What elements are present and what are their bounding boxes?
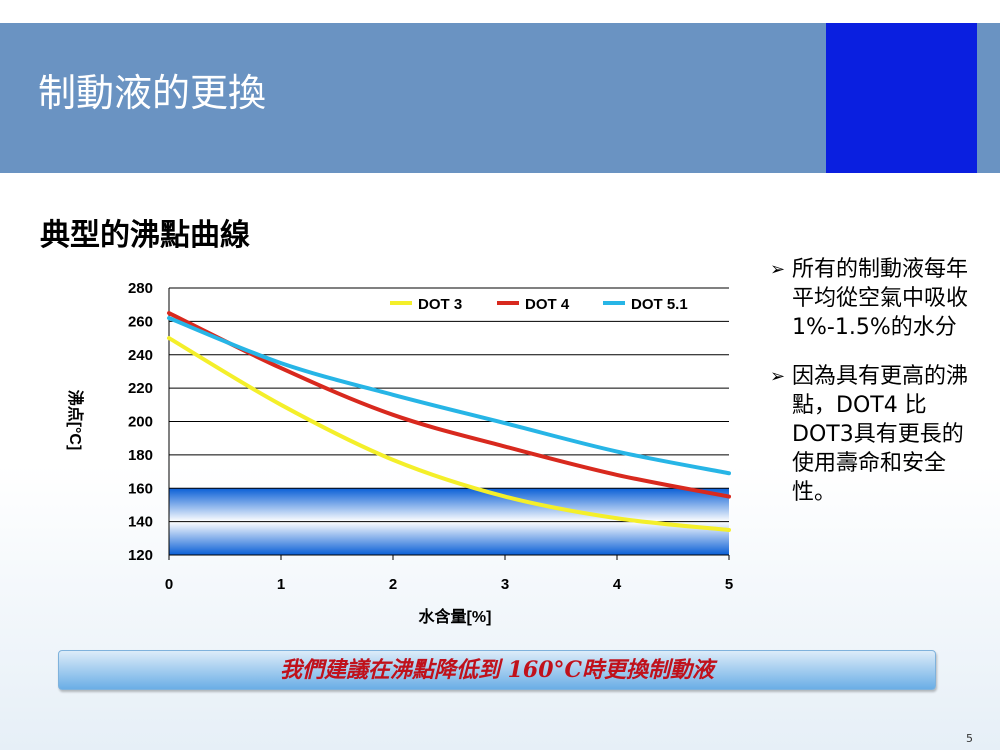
- y-tick-label: 240: [128, 347, 153, 364]
- y-tick-label: 220: [128, 380, 153, 397]
- y-tick-label: 140: [128, 514, 153, 531]
- x-tick-label: 5: [725, 576, 733, 593]
- recommendation-banner: 我們建議在沸點降低到 160°C時更換制動液: [58, 650, 936, 690]
- arrow-bullet-icon: ➢: [770, 366, 786, 387]
- x-tick-label: 2: [389, 576, 397, 593]
- slide-title: 制動液的更換: [38, 71, 267, 115]
- y-tick-label: 200: [128, 414, 153, 431]
- y-axis-title: 沸点[°C]: [66, 390, 85, 451]
- x-tick-label: 0: [165, 576, 173, 593]
- series-line: [167, 316, 731, 476]
- series-line: [167, 336, 731, 532]
- bullet-item: ➢ 因為具有更高的沸點，DOT4 比DOT3具有更長的使用壽命和安全性。: [770, 362, 985, 507]
- y-tick-label: 120: [128, 547, 153, 564]
- recommendation-text: 我們建議在沸點降低到 160°C時更換制動液: [279, 657, 715, 683]
- bullet-text: 因為具有更高的沸點，DOT4 比DOT3具有更長的使用壽命和安全性。: [792, 364, 969, 505]
- x-tick-label: 4: [613, 576, 622, 593]
- bullet-text: 所有的制動液每年平均從空氣中吸收1%-1.5%的水分: [792, 257, 969, 340]
- legend-label: DOT 4: [525, 296, 570, 313]
- boiling-point-chart: 120 140 160 180 200 220 240 260 280 0 1 2 3 4 5 DOT 3 D…: [66, 280, 733, 626]
- x-tick-label: 1: [277, 576, 285, 593]
- bullet-item: ➢ 所有的制動液每年平均從空氣中吸收1%-1.5%的水分: [770, 255, 985, 342]
- x-axis-title: 水含量[%]: [419, 607, 492, 626]
- y-tick-label: 160: [128, 480, 153, 497]
- y-tick-label: 280: [128, 280, 153, 297]
- y-tick-label: 180: [128, 447, 153, 464]
- chart-subtitle: 典型的沸點曲線: [40, 218, 250, 253]
- page-number: 5: [966, 732, 973, 745]
- bullet-list: ➢ 所有的制動液每年平均從空氣中吸收1%-1.5%的水分 ➢ 因為具有更高的沸點…: [770, 255, 985, 527]
- legend-label: DOT 5.1: [631, 296, 688, 313]
- series-line: [167, 311, 731, 499]
- x-tick-label: 3: [501, 576, 509, 593]
- header-accent-block: [826, 23, 977, 173]
- legend-label: DOT 3: [418, 296, 462, 313]
- y-tick-label: 260: [128, 313, 153, 330]
- arrow-bullet-icon: ➢: [770, 259, 786, 280]
